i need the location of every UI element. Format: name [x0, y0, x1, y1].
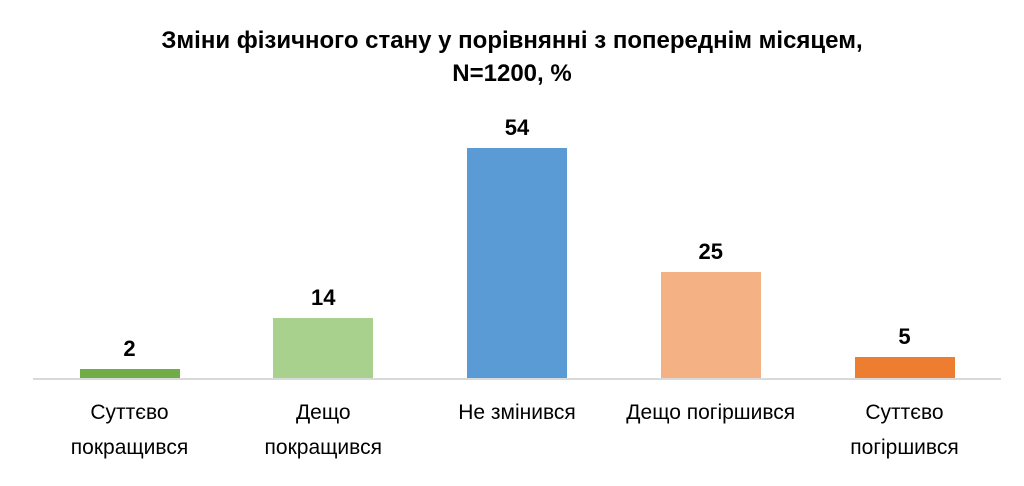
- bar-group: 5: [808, 324, 1001, 378]
- category-label: Не змінився: [458, 401, 576, 424]
- plot-area: 2 14 54 25 5: [33, 0, 1001, 380]
- category-label: Дещо погіршився: [626, 401, 796, 424]
- bar-group: 14: [227, 285, 420, 378]
- bar-group: 54: [421, 115, 614, 378]
- bar: [854, 357, 955, 378]
- bar: [79, 369, 180, 378]
- chart-title: Зміни фізичного стану у порівнянні з поп…: [161, 27, 863, 87]
- category-label: Суттєво погіршився: [850, 401, 959, 459]
- bar-value-label: 14: [311, 285, 336, 310]
- bar-group: 25: [614, 239, 807, 378]
- bar-value-label: 5: [898, 324, 911, 349]
- bar-value-label: 54: [504, 115, 530, 140]
- bar-group: 2: [33, 336, 226, 378]
- category-label: Дещо покращився: [264, 401, 382, 459]
- bar-value-label: 2: [123, 336, 136, 361]
- bar-value-label: 25: [698, 239, 723, 264]
- x-axis-labels: Суттєво покращився Дещо покращився Не змін…: [33, 395, 1001, 465]
- category-label: Суттєво покращився: [70, 401, 189, 459]
- bar: [273, 318, 374, 378]
- bar: [660, 272, 761, 378]
- bar: [467, 148, 567, 378]
